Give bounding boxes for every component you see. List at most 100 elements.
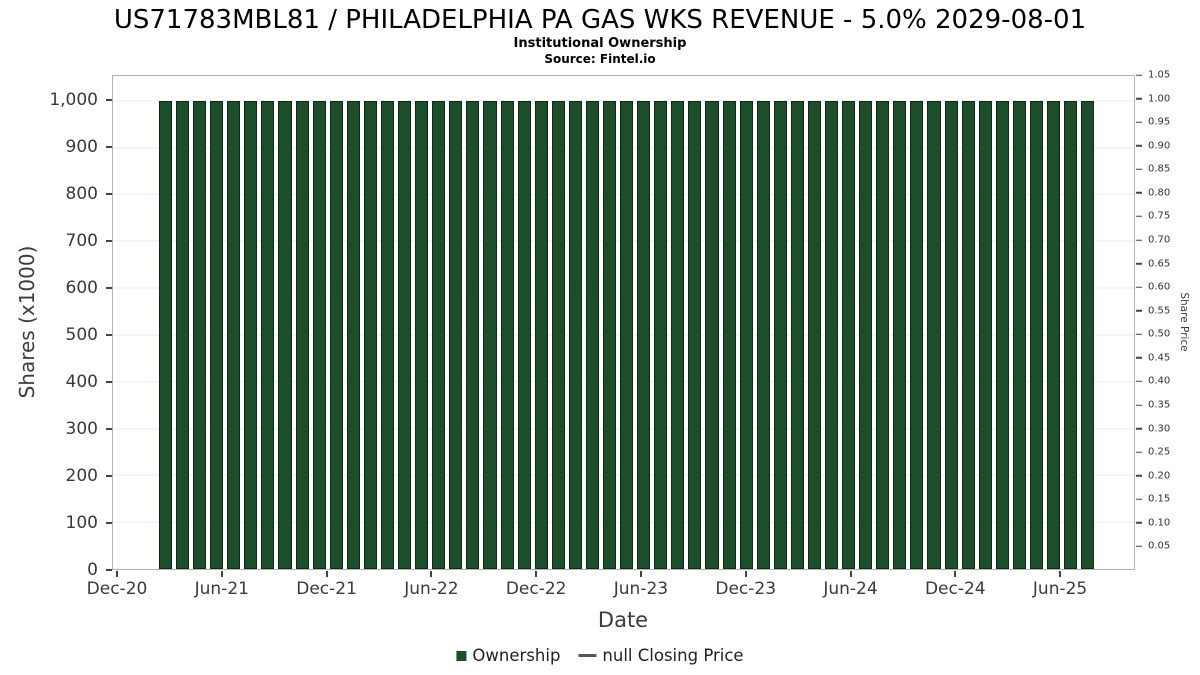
plot-area: [112, 75, 1135, 570]
y-tick-mark-left: [106, 286, 112, 289]
x-tick-mark: [639, 571, 642, 577]
ownership-bar: [380, 100, 395, 569]
ownership-bar: [244, 100, 258, 569]
chart-subtitle: Institutional Ownership: [513, 36, 687, 51]
ownership-bar: [961, 100, 975, 569]
y-tick-label-right: 0.40: [1148, 375, 1171, 387]
y-tick-label-right: 0.35: [1148, 399, 1171, 411]
ownership-bar: [790, 100, 804, 569]
y-tick-label-right: 0.80: [1148, 187, 1171, 199]
ownership-bar: [517, 100, 531, 569]
legend-line-marker-icon: [578, 654, 597, 657]
ownership-bar: [602, 100, 617, 569]
y-tick-mark-left: [106, 98, 112, 101]
x-tick-label: Jun-21: [194, 579, 249, 599]
x-tick-mark: [116, 571, 118, 577]
y-tick-mark-right: [1136, 333, 1142, 336]
ownership-bar: [261, 100, 275, 569]
y-tick-label-right: 0.85: [1148, 163, 1171, 175]
x-tick-label: Dec-21: [296, 579, 357, 599]
ownership-bar: [1064, 100, 1078, 569]
x-tick-mark: [849, 571, 852, 577]
ownership-bar: [620, 100, 634, 569]
ownership-bar: [449, 100, 463, 569]
y-tick-label-right: 0.55: [1148, 305, 1171, 317]
y-tick-label-left: 700: [65, 230, 98, 251]
ownership-bar: [739, 100, 753, 569]
y-tick-mark-left: [106, 239, 112, 242]
ownership-bar: [995, 100, 1009, 569]
y-tick-mark-right: [1136, 451, 1142, 453]
y-tick-mark-left: [106, 145, 112, 148]
ownership-bar: [585, 100, 599, 569]
y-tick-label-right: 0.75: [1148, 210, 1171, 222]
y-tick-label-right: 0.60: [1148, 281, 1171, 293]
chart-source: Source: Fintel.io: [544, 52, 656, 66]
y-tick-mark-left: [106, 522, 112, 524]
ownership-bar: [705, 100, 719, 569]
x-tick-label: Jun-25: [1032, 579, 1088, 599]
y-tick-mark-right: [1136, 215, 1142, 218]
legend-item: null Closing Price: [578, 646, 744, 665]
ownership-bar: [568, 100, 582, 569]
ownership-bar: [756, 100, 770, 569]
ownership-bar: [773, 100, 787, 569]
ownership-bar: [807, 100, 821, 569]
ownership-bar: [859, 100, 873, 569]
x-tick-label: Dec-20: [86, 579, 148, 599]
y-tick-label-right: 0.10: [1148, 517, 1171, 529]
x-tick-label: Dec-22: [505, 579, 567, 599]
x-tick-mark: [954, 571, 957, 577]
y-tick-mark-left: [106, 474, 112, 477]
ownership-bar: [1081, 100, 1095, 569]
x-tick-mark: [744, 571, 747, 577]
ownership-bar: [210, 100, 224, 569]
y-tick-mark-right: [1136, 357, 1142, 359]
ownership-bar: [893, 100, 907, 569]
y-tick-mark-right: [1136, 192, 1142, 194]
y-tick-label-right: 0.15: [1148, 493, 1171, 505]
y-tick-label-left: 500: [65, 324, 98, 345]
x-tick-mark: [535, 571, 538, 577]
y-tick-label-right: 0.50: [1148, 328, 1171, 340]
y-tick-mark-right: [1136, 545, 1142, 548]
x-tick-label: Dec-24: [924, 579, 986, 599]
y-tick-mark-left: [106, 569, 112, 571]
legend-label: null Closing Price: [602, 646, 744, 665]
y-tick-mark-right: [1136, 97, 1142, 100]
y-tick-label-left: 400: [65, 371, 98, 392]
ownership-bar: [637, 100, 651, 569]
y-tick-label-right: 1.05: [1148, 69, 1171, 81]
y-tick-mark-right: [1136, 239, 1142, 241]
bars-track: [158, 76, 1095, 569]
y-tick-label-left: 900: [65, 136, 98, 157]
y-tick-label-right: 0.95: [1148, 116, 1171, 128]
x-axis-label: Date: [597, 608, 649, 632]
ownership-bar: [551, 100, 565, 569]
ownership-bar: [842, 100, 856, 569]
y-axis-ticks-left: 0 100 200 300 400 500 600 700 800 900 1,000: [0, 75, 112, 580]
y-tick-mark-right: [1136, 74, 1142, 76]
legend-item: Ownership: [456, 646, 560, 665]
y-tick-label-left: 100: [65, 513, 98, 533]
y-tick-label-right: 0.70: [1148, 234, 1171, 246]
y-tick-mark-right: [1136, 498, 1142, 501]
x-tick-label: Jun-23: [613, 579, 669, 599]
legend-square-marker-icon: [456, 650, 467, 661]
ownership-bar: [500, 100, 514, 569]
y-tick-mark-left: [106, 380, 112, 383]
y-tick-label-right: 0.45: [1148, 352, 1171, 364]
y-tick-label-right: 0.30: [1148, 423, 1171, 435]
ownership-bar: [927, 100, 941, 569]
ownership-bar: [671, 100, 685, 569]
ownership-bar: [363, 100, 377, 569]
y-tick-label-right: 0.25: [1148, 446, 1171, 458]
y-tick-label-left: 600: [65, 277, 98, 298]
ownership-bar: [278, 100, 292, 569]
ownership-bar: [329, 100, 343, 569]
ownership-bar: [654, 100, 668, 569]
x-tick-label: Dec-23: [715, 579, 777, 599]
chart-title: US71783MBL81 / PHILADELPHIA PA GAS WKS R…: [113, 5, 1087, 35]
ownership-bar: [415, 100, 429, 569]
